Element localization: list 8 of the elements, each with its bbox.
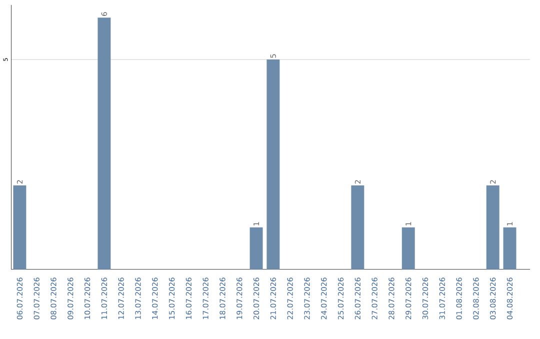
bar [98, 17, 111, 270]
bar [402, 227, 415, 270]
bar [486, 185, 500, 270]
bar [351, 185, 364, 270]
bar [250, 227, 263, 270]
bar [503, 227, 516, 270]
bar [13, 185, 26, 270]
bar [266, 59, 280, 270]
